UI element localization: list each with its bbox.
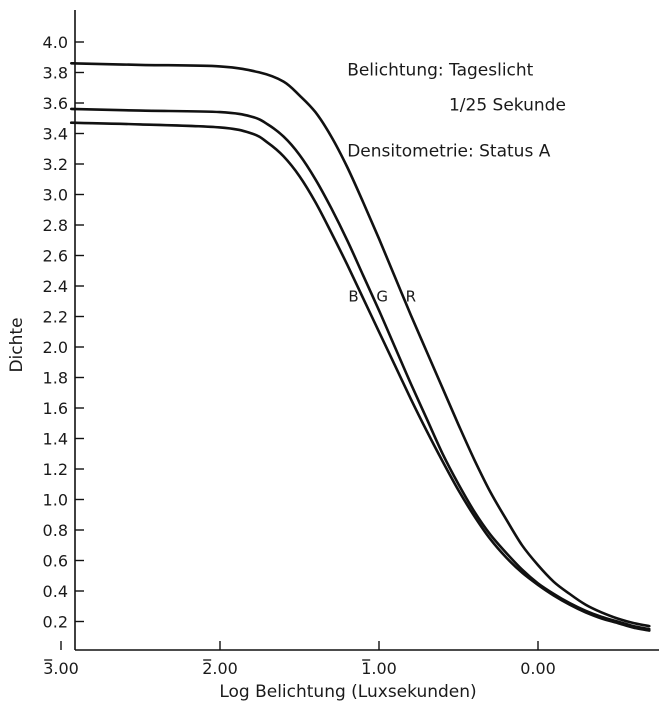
y-tick-label: 3.0 (43, 186, 68, 205)
y-tick-label: 3.2 (43, 155, 68, 174)
y-tick-label: 3.4 (43, 125, 68, 144)
x-tick-label: 0.00 (520, 659, 556, 678)
y-tick-label: 0.4 (43, 582, 68, 601)
y-tick-label: 1.0 (43, 491, 68, 510)
x-tick-label: 3.00 (43, 659, 79, 678)
y-tick-label: 2.0 (43, 338, 68, 357)
y-tick-label: 1.8 (43, 369, 68, 388)
y-tick-label: 0.2 (43, 613, 68, 632)
y-tick-label: 2.2 (43, 308, 68, 327)
y-tick-label: 0.8 (43, 521, 68, 540)
x-tick-label: 2.00 (202, 659, 238, 678)
y-tick-label: 1.6 (43, 399, 68, 418)
y-tick-label: 2.8 (43, 216, 68, 235)
annotation-text: 1/25 Sekunde (449, 96, 566, 116)
annotation-text: Belichtung: Tageslicht (347, 61, 533, 81)
curve-b (69, 121, 651, 632)
curve-label-r: R (406, 287, 416, 305)
annotation-text: Densitometrie: Status A (347, 141, 551, 161)
curve-label-b: B (348, 287, 358, 305)
y-tick-label: 0.6 (43, 552, 68, 571)
curve-r (69, 61, 651, 628)
x-axis-ticks: 3.00 2.00 1.00 0.00 (43, 641, 556, 678)
x-tick-label: 1.00 (361, 659, 397, 678)
y-axis-ticks: 0.2 0.4 0.6 0.8 1.0 1.2 1.4 1.6 1.8 2.0 2.2 2.4 2.6 2… (43, 33, 84, 632)
y-tick-label: 2.4 (43, 277, 68, 296)
y-tick-label: 2.6 (43, 247, 68, 266)
curve-label-g: G (376, 287, 388, 305)
y-tick-label: 4.0 (43, 33, 68, 52)
y-tick-label: 1.2 (43, 460, 68, 479)
y-tick-label: 3.8 (43, 64, 68, 83)
axes (74, 10, 659, 651)
y-axis-title: Dichte (7, 317, 27, 372)
x-axis-title: Log Belichtung (Luxsekunden) (219, 682, 476, 702)
annotations: Belichtung: Tageslicht 1/25 Sekunde Densit… (347, 61, 566, 162)
curves (69, 61, 651, 632)
y-tick-label: 3.6 (43, 94, 68, 113)
curve-g (69, 107, 651, 631)
y-tick-label: 1.4 (43, 430, 68, 449)
